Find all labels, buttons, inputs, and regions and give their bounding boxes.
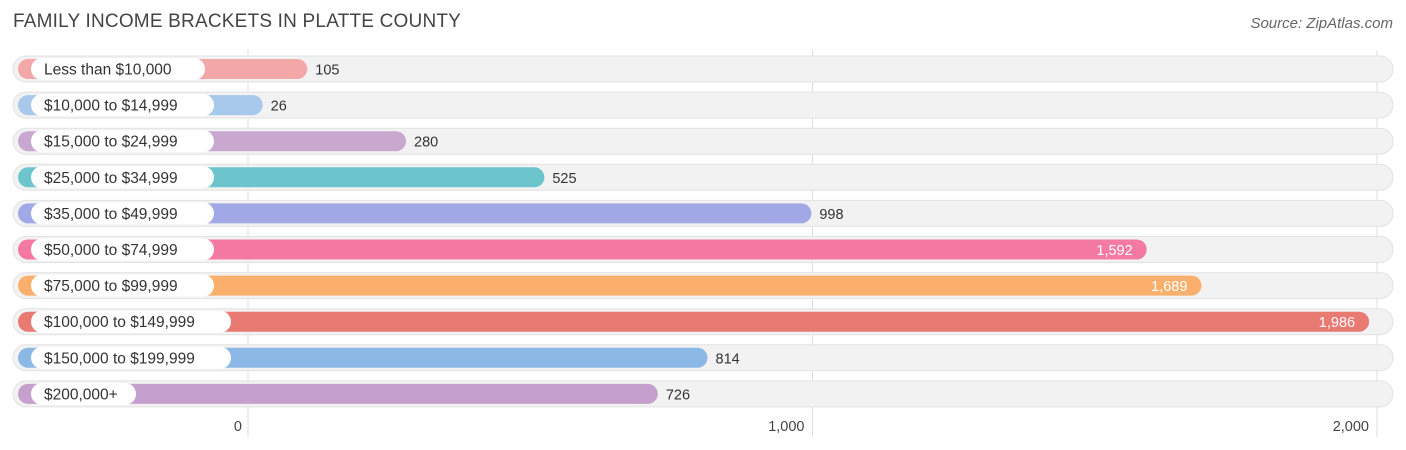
category-label: $10,000 to $14,999 (44, 98, 178, 115)
category-label: $100,000 to $149,999 (44, 314, 195, 331)
bar-track (12, 55, 1394, 83)
value-label: 814 (716, 351, 740, 367)
category-label: $25,000 to $34,999 (44, 170, 178, 187)
category-pill (31, 94, 214, 117)
value-label: 1,986 (1319, 315, 1355, 331)
category-pill (31, 166, 214, 189)
category-pill (31, 382, 136, 405)
chart-title: FAMILY INCOME BRACKETS IN PLATTE COUNTY (13, 11, 462, 32)
bar-row: $25,000 to $34,999 525 (12, 163, 1394, 191)
bar (18, 203, 812, 224)
bar-row: $35,000 to $49,999 998 (12, 199, 1394, 227)
value-label: 26 (271, 99, 287, 115)
bar-row: $200,000+ 726 (12, 380, 1394, 408)
category-label: $15,000 to $24,999 (44, 134, 178, 151)
value-label: 998 (819, 207, 843, 223)
bar (18, 275, 1202, 296)
value-label: 525 (552, 171, 576, 187)
value-label: 280 (414, 135, 438, 151)
tick-label: 0 (234, 419, 242, 435)
category-pill (31, 310, 231, 333)
tick-label: 2,000 (1333, 419, 1369, 435)
bar-row: $75,000 to $99,999 1,689 (12, 272, 1394, 300)
value-label: 1,689 (1151, 279, 1187, 295)
bar (18, 383, 658, 404)
category-label: $35,000 to $49,999 (44, 206, 178, 223)
bar-row: $100,000 to $149,999 1,986 (12, 308, 1394, 336)
bar-row: Less than $10,000 105 (12, 55, 1394, 83)
bar (18, 239, 1147, 260)
category-pill (31, 346, 231, 369)
x-axis-ticks: 0 1,000 2,000 (234, 419, 1369, 435)
category-pill (31, 238, 214, 261)
category-pill (31, 58, 205, 80)
value-label: 726 (666, 387, 690, 403)
category-label: $150,000 to $199,999 (44, 350, 195, 367)
bar (18, 311, 1370, 332)
value-label: 105 (315, 63, 339, 79)
tick-label: 1,000 (768, 419, 804, 435)
category-label: Less than $10,000 (44, 62, 172, 79)
bar-track (12, 91, 1394, 119)
bar-row: $150,000 to $199,999 814 (12, 344, 1394, 372)
bar-row: $10,000 to $14,999 26 (12, 91, 1394, 119)
bar-row: $15,000 to $24,999 280 (12, 127, 1394, 155)
category-label: $50,000 to $74,999 (44, 242, 178, 259)
source-label: Source: ZipAtlas.com (1250, 15, 1393, 32)
bar-row: $50,000 to $74,999 1,592 (12, 236, 1394, 263)
category-label: $200,000+ (44, 386, 118, 403)
category-pill (31, 274, 214, 297)
category-pill (31, 130, 214, 153)
bar-rows: Less than $10,000 105 $10,000 to $14,999 26… (12, 55, 1394, 408)
category-label: $75,000 to $99,999 (44, 278, 178, 295)
value-label: 1,592 (1096, 243, 1132, 259)
category-pill (31, 202, 214, 225)
